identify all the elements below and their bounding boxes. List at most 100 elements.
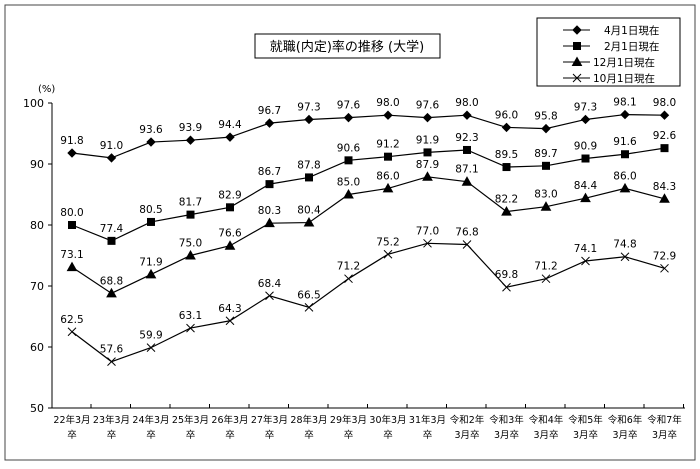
data-point bbox=[462, 110, 472, 120]
data-point bbox=[422, 171, 433, 181]
data-point bbox=[619, 182, 631, 193]
data-point bbox=[264, 118, 275, 128]
data-label: 91.6 bbox=[613, 136, 637, 148]
x-tick-label-line2: 卒 bbox=[265, 429, 275, 441]
data-point bbox=[343, 188, 354, 199]
data-label: 71.2 bbox=[337, 261, 360, 273]
data-point bbox=[384, 152, 392, 161]
data-point bbox=[146, 343, 156, 352]
x-tick-label-line2: 卒 bbox=[423, 429, 433, 441]
x-tick-label-line2: 卒 bbox=[383, 429, 393, 441]
x-tick-label: 23年3月 bbox=[93, 414, 130, 426]
x-tick-label-line2: 卒 bbox=[146, 429, 156, 441]
data-point bbox=[304, 114, 314, 125]
data-label: 75.0 bbox=[179, 238, 202, 250]
y-axis-label: (%) bbox=[38, 84, 55, 95]
data-point bbox=[107, 236, 116, 245]
data-point bbox=[580, 114, 591, 125]
data-point bbox=[620, 109, 630, 120]
data-point bbox=[659, 193, 670, 203]
y-tick-label: 60 bbox=[30, 341, 44, 354]
x-tick-label-line2: 3月卒 bbox=[573, 429, 598, 441]
data-point bbox=[463, 145, 471, 154]
series-line bbox=[71, 242, 665, 363]
data-label: 94.4 bbox=[218, 119, 242, 131]
x-tick-label-line2: 3月卒 bbox=[533, 429, 558, 441]
data-point bbox=[541, 274, 551, 284]
legend-item: 12月1日現在 bbox=[563, 56, 655, 69]
x-tick-label: 24年3月 bbox=[132, 414, 169, 426]
data-point bbox=[66, 261, 78, 272]
data-label: 74.8 bbox=[613, 239, 636, 251]
data-label: 89.7 bbox=[534, 148, 557, 160]
data-point bbox=[106, 153, 117, 163]
data-label: 62.5 bbox=[60, 314, 83, 326]
data-point bbox=[344, 156, 353, 165]
data-label: 86.0 bbox=[613, 170, 636, 182]
data-point bbox=[303, 217, 315, 227]
data-label: 89.5 bbox=[495, 149, 518, 161]
data-point bbox=[620, 252, 630, 262]
data-point bbox=[542, 161, 550, 170]
data-label: 92.3 bbox=[455, 132, 478, 144]
series-line bbox=[71, 147, 665, 242]
data-point bbox=[382, 182, 394, 193]
x-tick-label: 31年3月 bbox=[409, 414, 446, 426]
data-label: 73.1 bbox=[60, 249, 83, 261]
data-label: 97.6 bbox=[416, 100, 440, 112]
legend-label: 2月1日現在 bbox=[604, 41, 659, 53]
data-point bbox=[383, 110, 393, 120]
data-label: 74.1 bbox=[574, 243, 597, 255]
data-label: 91.8 bbox=[60, 135, 83, 147]
data-point bbox=[423, 238, 432, 248]
x-tick-label: 令和2年 bbox=[450, 414, 485, 426]
data-point bbox=[106, 287, 117, 298]
data-label: 76.6 bbox=[218, 228, 242, 240]
data-point bbox=[501, 206, 512, 216]
data-point bbox=[224, 240, 236, 250]
data-point bbox=[343, 112, 354, 123]
y-tick-label: 80 bbox=[30, 219, 44, 232]
data-label: 87.8 bbox=[297, 159, 320, 171]
legend-item: 4月1日現在 bbox=[563, 25, 659, 37]
data-point bbox=[147, 217, 155, 226]
data-label: 72.9 bbox=[653, 250, 676, 262]
series-triangle: 73.1 68.8 71.9 75.0 76.6 80.3 80.4 85.0 86.0 87.9… bbox=[60, 159, 676, 298]
data-label: 76.8 bbox=[455, 227, 478, 239]
data-label: 80.4 bbox=[297, 205, 321, 217]
legend-label: 12月1日現在 bbox=[593, 57, 655, 69]
y-tick-label: 70 bbox=[30, 280, 44, 293]
data-point bbox=[226, 203, 234, 212]
x-tick-label: 26年3月 bbox=[211, 414, 248, 426]
data-point bbox=[540, 201, 552, 211]
data-point bbox=[68, 221, 76, 229]
data-label: 80.3 bbox=[258, 205, 281, 217]
data-label: 59.9 bbox=[139, 330, 162, 342]
data-label: 71.9 bbox=[139, 256, 162, 268]
data-label: 84.3 bbox=[653, 181, 676, 193]
x-tick-label: 27年3月 bbox=[251, 414, 288, 426]
data-label: 93.9 bbox=[179, 122, 202, 134]
legend-marker bbox=[571, 56, 583, 66]
data-label: 83.0 bbox=[534, 189, 557, 201]
data-label: 80.0 bbox=[60, 207, 83, 219]
chart-title: 就職(内定)率の推移 (大学) bbox=[270, 39, 424, 55]
x-tick-label-line2: 3月卒 bbox=[494, 429, 519, 441]
data-label: 98.1 bbox=[613, 97, 636, 109]
data-point bbox=[502, 163, 511, 172]
data-point bbox=[146, 137, 156, 147]
data-point bbox=[145, 268, 157, 279]
x-tick-label: 令和3年 bbox=[489, 414, 524, 426]
data-label: 86.0 bbox=[376, 170, 399, 182]
data-point bbox=[462, 240, 472, 249]
data-point bbox=[185, 249, 196, 260]
x-tick-label: 30年3月 bbox=[369, 414, 406, 426]
data-label: 87.9 bbox=[416, 159, 439, 171]
x-tick-label: 22年3月 bbox=[53, 414, 90, 426]
data-point bbox=[265, 291, 274, 301]
data-label: 77.4 bbox=[100, 223, 124, 235]
x-tick-label: 令和5年 bbox=[568, 414, 603, 426]
legend-label: 10月1日現在 bbox=[593, 73, 655, 85]
x-tick-label: 令和6年 bbox=[608, 414, 643, 426]
